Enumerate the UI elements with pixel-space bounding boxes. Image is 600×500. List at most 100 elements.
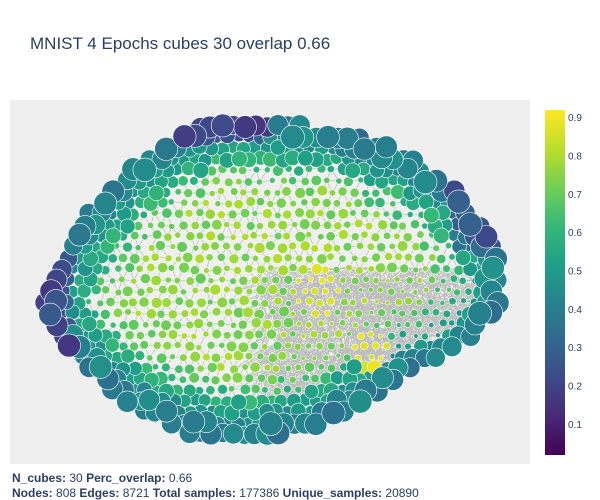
graph-node[interactable] xyxy=(378,333,383,339)
graph-node[interactable] xyxy=(180,332,188,340)
graph-node[interactable] xyxy=(116,390,139,413)
graph-node[interactable] xyxy=(195,231,204,240)
graph-node[interactable] xyxy=(427,275,437,284)
graph-node[interactable] xyxy=(299,240,311,252)
graph-node[interactable] xyxy=(281,186,292,197)
graph-node[interactable] xyxy=(360,255,369,264)
graph-node[interactable] xyxy=(254,329,264,340)
graph-node[interactable] xyxy=(119,298,129,309)
graph-node[interactable] xyxy=(400,288,405,294)
graph-node[interactable] xyxy=(161,207,173,219)
graph-node[interactable] xyxy=(316,253,328,265)
graph-node[interactable] xyxy=(295,277,302,284)
graph-node[interactable] xyxy=(124,308,132,316)
graph-node[interactable] xyxy=(252,165,261,174)
graph-node[interactable] xyxy=(196,297,207,309)
graph-node[interactable] xyxy=(183,188,193,198)
graph-node[interactable] xyxy=(344,287,351,295)
graph-node[interactable] xyxy=(321,400,346,425)
graph-node[interactable] xyxy=(176,241,188,253)
graph-node[interactable] xyxy=(278,305,290,318)
graph-node[interactable] xyxy=(340,297,349,307)
graph-node[interactable] xyxy=(282,209,293,220)
graph-node[interactable] xyxy=(311,309,320,318)
graph-node[interactable] xyxy=(420,332,429,341)
graph-node[interactable] xyxy=(278,286,288,296)
graph-node[interactable] xyxy=(184,298,195,309)
graph-node[interactable] xyxy=(291,221,299,229)
graph-node[interactable] xyxy=(250,383,261,394)
graph-node[interactable] xyxy=(222,241,231,251)
graph-node[interactable] xyxy=(304,361,315,373)
graph-node[interactable] xyxy=(138,389,161,411)
graph-node[interactable] xyxy=(223,307,233,317)
graph-node[interactable] xyxy=(168,223,175,230)
graph-node[interactable] xyxy=(412,289,419,296)
graph-node[interactable] xyxy=(267,284,279,295)
graph-node[interactable] xyxy=(325,231,336,242)
graph-node[interactable] xyxy=(150,297,163,309)
graph-node[interactable] xyxy=(217,187,226,196)
graph-node[interactable] xyxy=(442,309,451,319)
graph-node[interactable] xyxy=(202,330,210,338)
graph-node[interactable] xyxy=(67,222,92,247)
graph-node[interactable] xyxy=(376,242,387,253)
graph-node[interactable] xyxy=(389,220,399,231)
graph-node[interactable] xyxy=(322,242,334,253)
graph-node[interactable] xyxy=(172,320,183,331)
graph-node[interactable] xyxy=(352,321,359,329)
graph-node[interactable] xyxy=(273,189,282,197)
graph-node[interactable] xyxy=(332,199,341,208)
graph-node[interactable] xyxy=(101,285,111,295)
graph-node[interactable] xyxy=(300,333,307,340)
graph-node[interactable] xyxy=(353,198,363,208)
graph-node[interactable] xyxy=(225,340,238,353)
graph-node[interactable] xyxy=(169,243,177,250)
graph-node[interactable] xyxy=(266,374,278,386)
graph-node[interactable] xyxy=(431,308,441,317)
graph-node[interactable] xyxy=(391,209,403,221)
graph-node[interactable] xyxy=(297,150,314,167)
graph-node[interactable] xyxy=(273,296,283,306)
graph-node[interactable] xyxy=(210,113,235,138)
graph-node[interactable] xyxy=(425,347,446,368)
graph-node[interactable] xyxy=(178,375,187,384)
graph-node[interactable] xyxy=(179,288,187,296)
graph-node[interactable] xyxy=(283,384,292,394)
graph-node[interactable] xyxy=(402,232,413,243)
graph-node[interactable] xyxy=(229,277,237,285)
graph-node[interactable] xyxy=(191,199,200,208)
graph-node[interactable] xyxy=(293,165,305,177)
graph-node[interactable] xyxy=(301,373,310,383)
graph-node[interactable] xyxy=(167,309,178,320)
graph-node[interactable] xyxy=(429,263,441,275)
graph-node[interactable] xyxy=(277,351,288,361)
graph-node[interactable] xyxy=(174,208,184,219)
graph-node[interactable] xyxy=(161,362,171,373)
graph-node[interactable] xyxy=(179,353,188,362)
graph-node[interactable] xyxy=(240,252,251,263)
graph-node[interactable] xyxy=(189,265,200,276)
graph-node[interactable] xyxy=(154,137,179,161)
graph-node[interactable] xyxy=(174,255,182,263)
graph-node[interactable] xyxy=(295,320,302,327)
graph-node[interactable] xyxy=(348,389,373,414)
graph-node[interactable] xyxy=(334,308,341,316)
graph-node[interactable] xyxy=(351,276,360,286)
graph-node[interactable] xyxy=(300,308,308,316)
graph-node[interactable] xyxy=(223,221,230,228)
graph-node[interactable] xyxy=(208,190,216,197)
graph-node[interactable] xyxy=(185,320,195,330)
graph-node[interactable] xyxy=(462,261,478,277)
graph-node[interactable] xyxy=(265,240,276,251)
graph-node[interactable] xyxy=(363,196,375,208)
graph-node[interactable] xyxy=(177,175,189,187)
graph-node[interactable] xyxy=(158,329,168,339)
graph-node[interactable] xyxy=(138,296,150,308)
graph-node[interactable] xyxy=(428,253,437,262)
graph-node[interactable] xyxy=(135,264,144,273)
graph-node[interactable] xyxy=(238,294,250,307)
graph-node[interactable] xyxy=(321,198,332,208)
graph-node[interactable] xyxy=(99,308,111,320)
graph-node[interactable] xyxy=(393,275,401,283)
